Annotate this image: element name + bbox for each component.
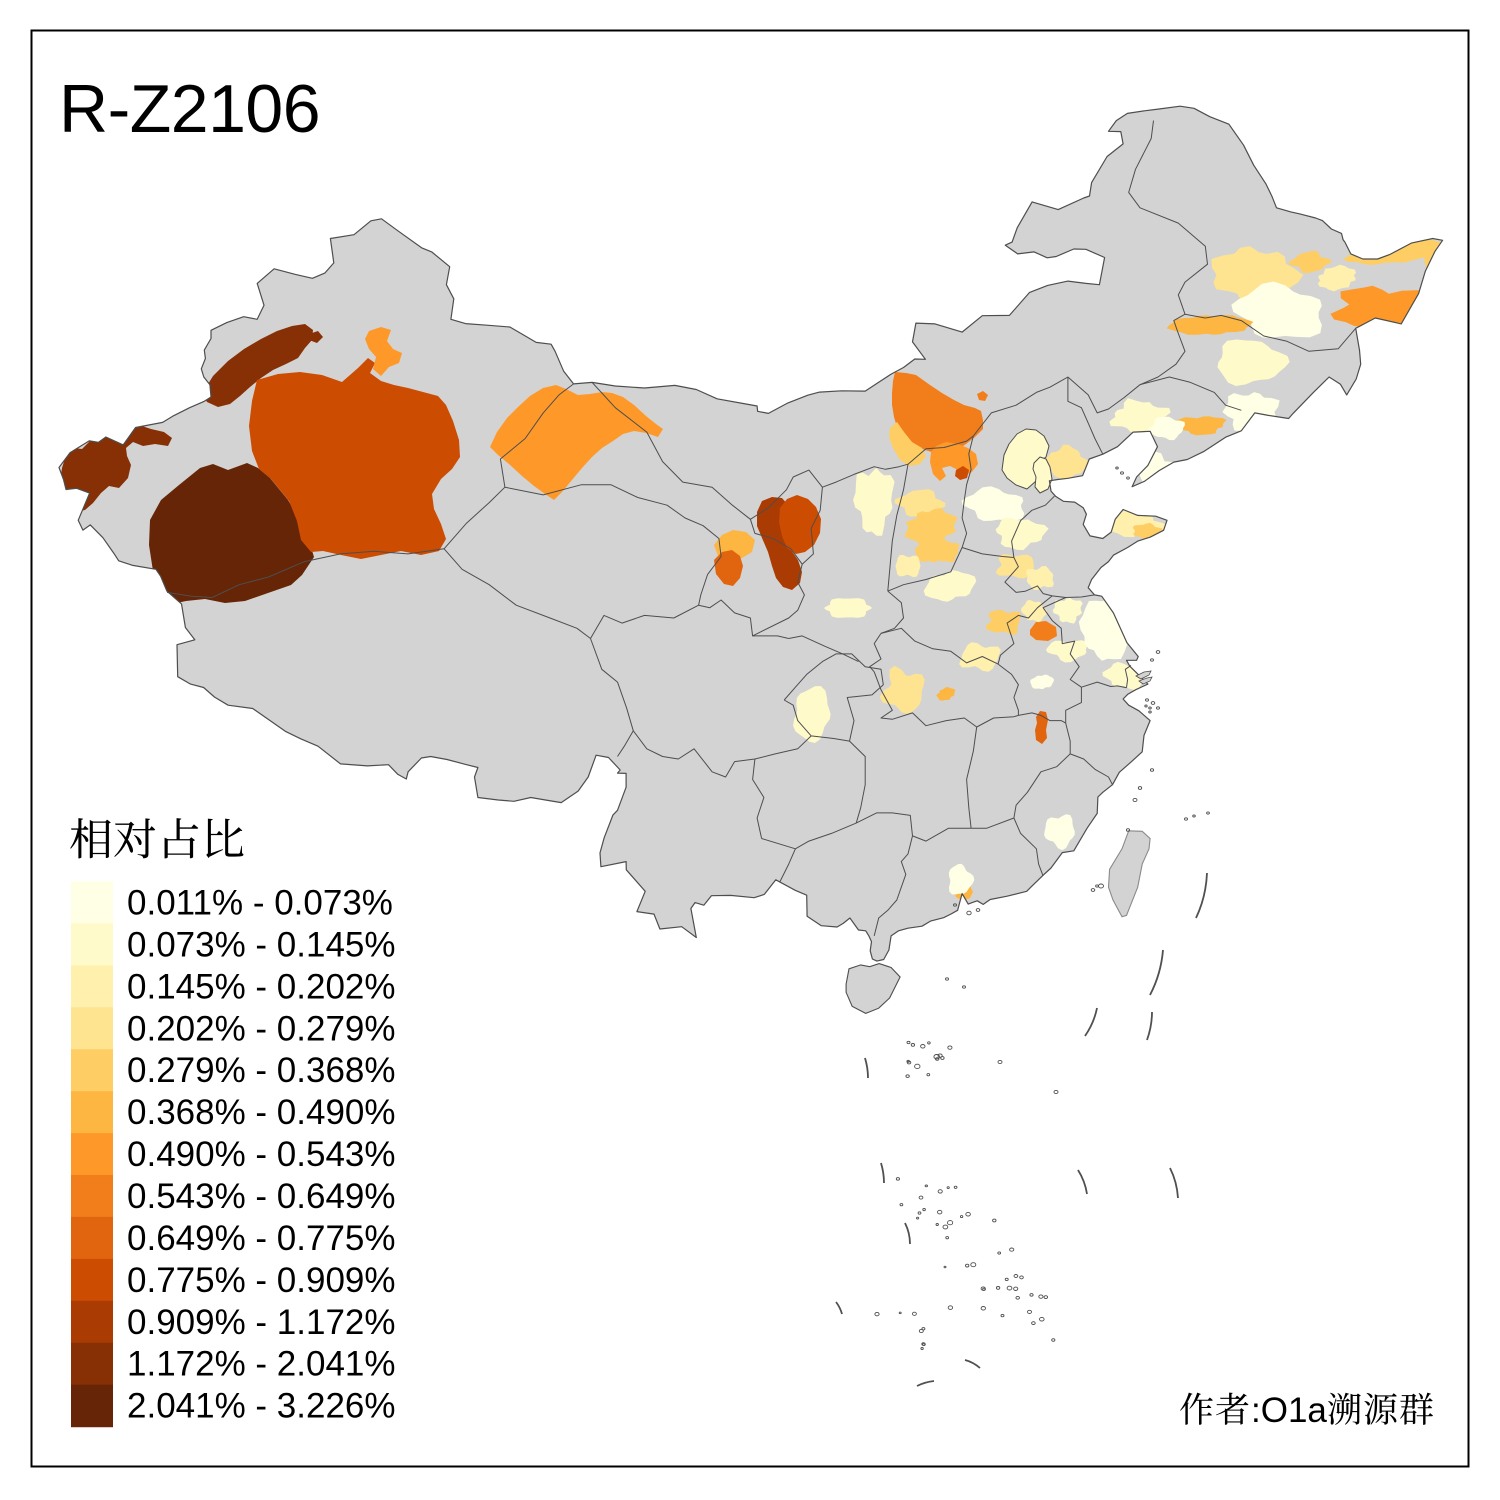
svg-text:0.649% - 0.775%: 0.649% - 0.775% bbox=[127, 1219, 396, 1258]
svg-text:2.041% - 3.226%: 2.041% - 3.226% bbox=[127, 1387, 396, 1426]
svg-text:0.490% - 0.543%: 0.490% - 0.543% bbox=[127, 1135, 396, 1174]
svg-text:1.172% - 2.041%: 1.172% - 2.041% bbox=[127, 1345, 396, 1384]
svg-text:0.368% - 0.490%: 0.368% - 0.490% bbox=[127, 1093, 396, 1132]
svg-text:0.775% - 0.909%: 0.775% - 0.909% bbox=[127, 1261, 396, 1300]
svg-text:0.073% - 0.145%: 0.073% - 0.145% bbox=[127, 925, 396, 964]
svg-text:0.011% - 0.073%: 0.011% - 0.073% bbox=[127, 884, 393, 923]
svg-text:R-Z2106: R-Z2106 bbox=[59, 71, 320, 147]
svg-text:0.909% - 1.172%: 0.909% - 1.172% bbox=[127, 1303, 396, 1342]
svg-text:0.543% - 0.649%: 0.543% - 0.649% bbox=[127, 1177, 396, 1216]
svg-text:0.202% - 0.279%: 0.202% - 0.279% bbox=[127, 1009, 396, 1048]
svg-text:0.145% - 0.202%: 0.145% - 0.202% bbox=[127, 967, 396, 1006]
svg-text::O1a: :O1a bbox=[1251, 1391, 1327, 1430]
svg-text:0.279% - 0.368%: 0.279% - 0.368% bbox=[127, 1051, 396, 1090]
